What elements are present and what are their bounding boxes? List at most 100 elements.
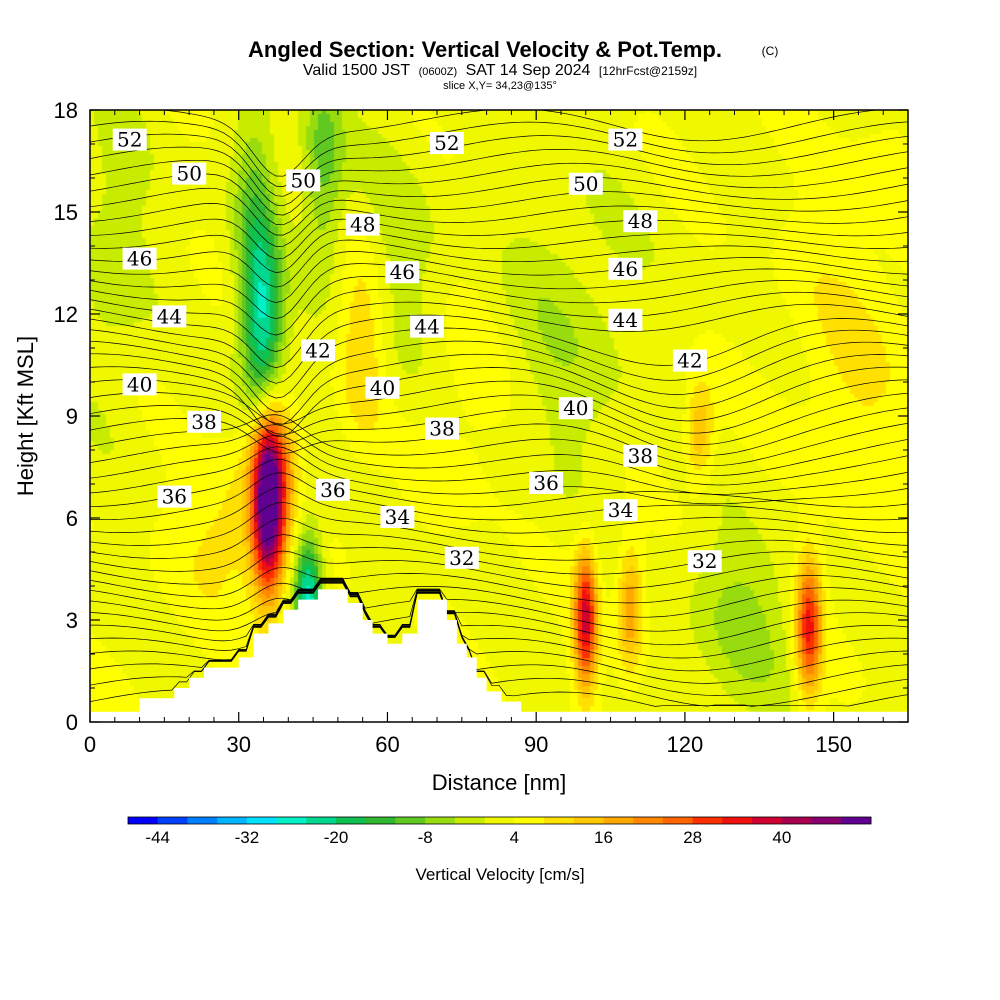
contour-label-text: 48 <box>350 213 375 237</box>
subtitle-date: SAT 14 Sep 2024 <box>466 62 591 79</box>
theta-contour-line <box>90 120 908 187</box>
theta-contour-line <box>90 203 908 247</box>
theta-contour-line <box>90 173 908 226</box>
colorbar-swatch <box>722 817 753 824</box>
theta-contour-line <box>90 581 908 696</box>
theta-contour-line <box>90 418 908 467</box>
theta-contour-line <box>90 110 881 177</box>
theta-contour-line <box>90 414 908 476</box>
theta-contour-line <box>90 366 908 437</box>
theta-contour-line <box>90 218 908 260</box>
colorbar-tick-label: -32 <box>235 828 260 847</box>
x-axis-label: Distance [nm] <box>432 770 567 795</box>
contour-label: 44 <box>152 304 187 328</box>
contour-label: 46 <box>122 247 157 271</box>
subtitle-valid: Valid 1500 JST <box>303 62 411 79</box>
contour-label: 52 <box>112 128 147 152</box>
colorbar-swatch <box>276 817 307 824</box>
contour-label: 48 <box>623 209 658 233</box>
y-tick-label: 6 <box>66 506 78 531</box>
colorbar-swatch <box>246 817 277 824</box>
subtitle-forecast: [12hrFcst@2159z] <box>599 64 697 78</box>
title-suffix: (C) <box>762 44 779 58</box>
theta-contour-line <box>90 458 908 508</box>
contour-label-text: 52 <box>434 131 459 155</box>
colorbar-tick-label: -44 <box>145 828 170 847</box>
contour-label: 36 <box>529 471 564 495</box>
subtitle-zulu: (0600Z) <box>419 66 458 78</box>
contour-label-text: 42 <box>677 349 702 373</box>
colorbar-swatch <box>633 817 664 824</box>
contour-label-text: 40 <box>563 396 588 420</box>
title-block: Angled Section: Vertical Velocity & Pot.… <box>248 37 778 92</box>
contour-label-text: 46 <box>390 260 415 284</box>
y-tick-label: 3 <box>66 608 78 633</box>
theta-contour-line <box>90 301 908 369</box>
theta-contour-line <box>90 580 908 672</box>
contour-label: 40 <box>558 396 593 420</box>
contour-label-text: 52 <box>613 128 638 152</box>
theta-contour-line <box>90 405 908 456</box>
colorbar-swatch <box>514 817 545 824</box>
colorbar-swatch <box>752 817 783 824</box>
colorbar-swatch <box>306 817 337 824</box>
theta-contour-line <box>90 314 908 384</box>
theta-contour-line <box>90 392 908 445</box>
contour-label-text: 46 <box>127 247 152 271</box>
y-tick-label: 12 <box>54 302 78 327</box>
x-tick-label: 60 <box>375 732 399 757</box>
contour-label-text: 50 <box>290 168 315 192</box>
y-tick-label: 15 <box>54 200 78 225</box>
theta-contour-line <box>90 434 908 495</box>
colorbar-swatch <box>187 817 218 824</box>
theta-contour-line <box>90 187 908 236</box>
theta-contour-line <box>90 550 908 589</box>
colorbar-swatch <box>841 817 872 824</box>
colorbar-swatch <box>365 817 396 824</box>
contour-label-text: 40 <box>370 376 395 400</box>
contour-label: 40 <box>122 372 157 396</box>
x-tick-label: 0 <box>84 732 96 757</box>
theta-contour-line <box>90 517 908 561</box>
contour-label: 34 <box>380 505 415 529</box>
theta-contour-line <box>90 582 908 707</box>
colorbar-tick-label: 28 <box>683 828 702 847</box>
colorbar-swatch <box>128 817 159 824</box>
theta-contour-line <box>90 577 908 618</box>
colorbar-swatch <box>157 817 188 824</box>
slice-label: slice X,Y= 34,23@135° <box>443 80 557 92</box>
colorbar-swatch <box>662 817 694 824</box>
contour-label-text: 48 <box>628 209 653 233</box>
colorbar-swatch <box>454 817 486 824</box>
theta-contour-line <box>90 353 908 426</box>
colorbar-swatch <box>395 817 426 824</box>
colorbar-tick-label: 4 <box>510 828 519 847</box>
contour-label: 50 <box>568 172 603 196</box>
contour-label-text: 46 <box>613 257 638 281</box>
contour-label-text: 34 <box>608 498 633 522</box>
terrain <box>90 589 908 722</box>
theta-contour-line <box>90 582 908 707</box>
y-tick-label: 18 <box>54 98 78 123</box>
theta-contour-line <box>90 579 908 646</box>
colorbar-swatch <box>544 817 575 824</box>
theta-contour-line <box>90 580 908 684</box>
contour-label-text: 50 <box>573 172 598 196</box>
contour-labels: 52 50 50 48 46 46 44 44 42 40 40 38 38 36 36 34 32 52 52 50… <box>112 128 722 573</box>
potential-temperature-contours <box>90 110 908 707</box>
colorbar-tick-label: 40 <box>772 828 791 847</box>
contour-label: 38 <box>425 417 459 441</box>
contour-label-text: 52 <box>117 128 142 152</box>
colorbar-swatch <box>603 817 634 824</box>
theta-contour-line <box>90 486 908 534</box>
colorbar-tick-label: 16 <box>594 828 613 847</box>
theta-contour-line <box>90 275 908 336</box>
contour-label: 48 <box>345 213 380 237</box>
contour-label: 36 <box>315 478 350 502</box>
theta-contour-line <box>90 501 908 547</box>
colorbar-title: Vertical Velocity [cm/s] <box>415 865 584 884</box>
contour-label: 36 <box>157 485 192 509</box>
contour-label-text: 36 <box>162 485 187 509</box>
y-tick-label: 0 <box>66 710 78 735</box>
chart-subtitle: Valid 1500 JST (0600Z) SAT 14 Sep 2024 [… <box>303 62 697 79</box>
